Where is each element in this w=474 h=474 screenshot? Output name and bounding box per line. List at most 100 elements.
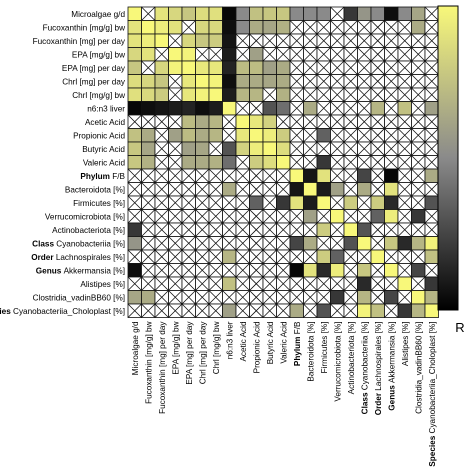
heatmap-cell [127, 101, 142, 116]
heatmap-cell [195, 155, 210, 170]
heatmap-cell [316, 87, 331, 102]
heatmap-cell [343, 47, 358, 62]
nonsignificant-cross-icon [235, 168, 250, 183]
cell-fill [303, 209, 318, 224]
heatmap-cell [154, 20, 169, 35]
label-prefix: Genus [36, 266, 64, 275]
heatmap-cell [343, 141, 358, 156]
cell-fill [384, 168, 399, 183]
heatmap-cell [397, 276, 412, 291]
heatmap-cell [303, 182, 318, 197]
row-label: Phylum F/B [80, 172, 125, 181]
cell-fill [235, 128, 250, 143]
cell-fill [127, 74, 142, 89]
heatmap-cell [424, 303, 439, 318]
nonsignificant-cross-icon [289, 20, 304, 35]
heatmap-cell [208, 263, 223, 278]
cell-fill [222, 33, 237, 48]
label-name: Microalgae g/d [71, 10, 125, 19]
heatmap-cell [384, 114, 399, 129]
nonsignificant-cross-icon [168, 141, 183, 156]
heatmap-cell [208, 222, 223, 237]
nonsignificant-cross-icon [330, 47, 345, 62]
nonsignificant-cross-icon [235, 101, 250, 116]
heatmap-cell [411, 263, 426, 278]
heatmap-cell [370, 263, 385, 278]
nonsignificant-cross-icon [424, 222, 439, 237]
nonsignificant-cross-icon [330, 128, 345, 143]
heatmap-cell [384, 87, 399, 102]
heatmap-cell [397, 290, 412, 305]
cell-fill [424, 168, 439, 183]
heatmap-cell [276, 114, 291, 129]
nonsignificant-cross-icon [370, 155, 385, 170]
heatmap-cell [154, 236, 169, 251]
heatmap-cell [303, 101, 318, 116]
heatmap-cell [141, 87, 156, 102]
cell-fill [127, 263, 142, 278]
label-prefix: Species [428, 433, 437, 466]
row-label: Firmicutes [%] [73, 199, 125, 208]
nonsignificant-cross-icon [424, 182, 439, 197]
nonsignificant-cross-icon [397, 87, 412, 102]
heatmap-cell [276, 33, 291, 48]
cell-fill [276, 20, 291, 35]
heatmap-cell [154, 6, 169, 21]
heatmap-cell [330, 141, 345, 156]
cell-fill [316, 155, 331, 170]
nonsignificant-cross-icon [276, 290, 291, 305]
cell-fill [249, 128, 264, 143]
heatmap-cell [168, 33, 183, 48]
cell-fill [411, 303, 426, 318]
heatmap-cell [127, 303, 142, 318]
heatmap-cell [168, 249, 183, 264]
nonsignificant-cross-icon [384, 141, 399, 156]
heatmap-cell [141, 20, 156, 35]
heatmap-cell [303, 33, 318, 48]
heatmap-cell [195, 209, 210, 224]
cell-fill [397, 236, 412, 251]
cell-fill [397, 303, 412, 318]
row-label: Fucoxanthin [mg/g] bw [43, 23, 125, 32]
nonsignificant-cross-icon [154, 209, 169, 224]
label-prefix: Class [360, 390, 369, 414]
cell-fill [276, 6, 291, 21]
heatmap-cell [289, 6, 304, 21]
label-name: Clostridia_vadinBB60 [%] [33, 293, 125, 302]
column-label: Chrl [mg/g] bw [212, 321, 221, 374]
cell-fill [289, 195, 304, 210]
nonsignificant-cross-icon [384, 20, 399, 35]
heatmap-cell [249, 155, 264, 170]
nonsignificant-cross-icon [343, 249, 358, 264]
nonsignificant-cross-icon [330, 236, 345, 251]
nonsignificant-cross-icon [208, 249, 223, 264]
heatmap-cell [330, 33, 345, 48]
cell-fill [195, 6, 210, 21]
heatmap-cell [208, 195, 223, 210]
cell-fill [195, 33, 210, 48]
nonsignificant-cross-icon [208, 47, 223, 62]
column-label: Order Lachnospirales [%] [374, 322, 383, 416]
nonsignificant-cross-icon [370, 87, 385, 102]
cell-fill [222, 303, 237, 318]
heatmap-cell [276, 209, 291, 224]
nonsignificant-cross-icon [411, 155, 426, 170]
heatmap-cell [249, 87, 264, 102]
heatmap-cell [424, 290, 439, 305]
nonsignificant-cross-icon [289, 74, 304, 89]
column-label: Alistipes [%] [401, 322, 410, 367]
heatmap-cell [411, 6, 426, 21]
heatmap-cell [411, 128, 426, 143]
heatmap-cell [330, 20, 345, 35]
cell-fill [181, 33, 196, 48]
heatmap-cell [262, 6, 277, 21]
label-name: Alistipes [%] [401, 322, 410, 367]
nonsignificant-cross-icon [330, 87, 345, 102]
cell-fill [181, 47, 196, 62]
nonsignificant-cross-icon [127, 114, 142, 129]
nonsignificant-cross-icon [424, 128, 439, 143]
heatmap-cell [168, 209, 183, 224]
heatmap-cell [411, 87, 426, 102]
heatmap-cell [262, 276, 277, 291]
